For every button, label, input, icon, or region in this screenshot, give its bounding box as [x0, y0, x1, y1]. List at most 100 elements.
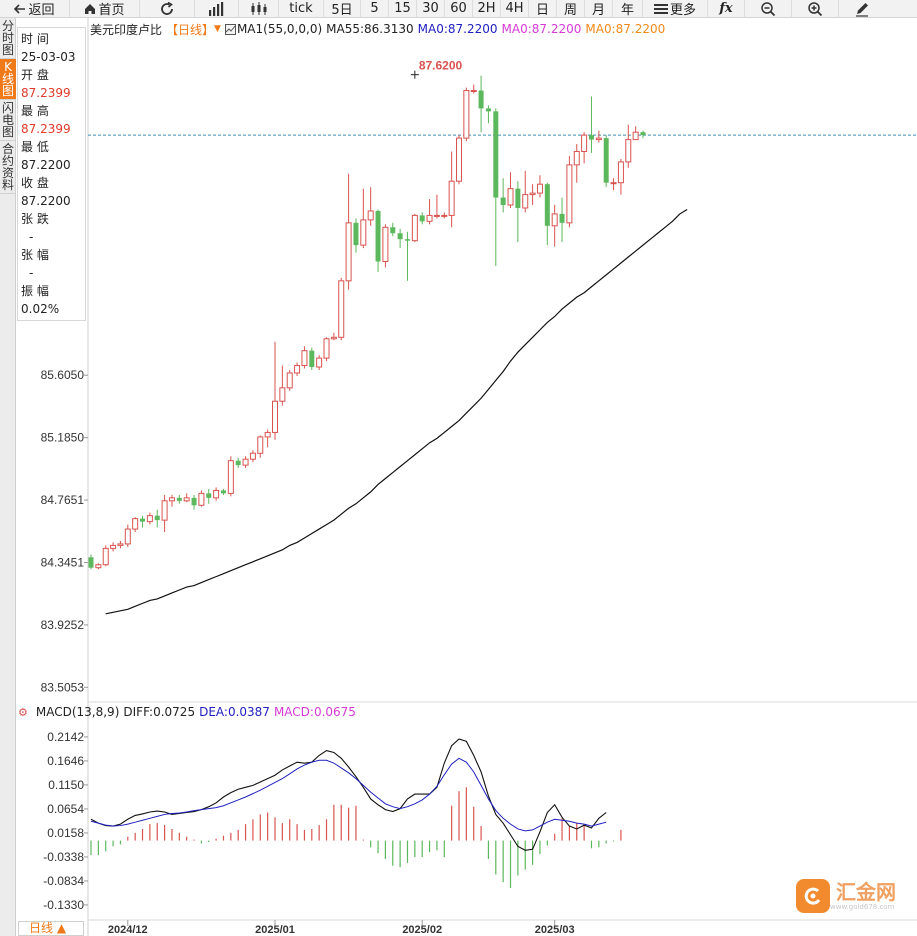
date-tick-label: 2024/12: [108, 924, 148, 936]
macd-legend: ⚙ MACD(13,8,9) DIFF:0.0725 DEA:0.0387 MA…: [18, 703, 360, 721]
macd-name: MACD(13,8,9): [35, 705, 120, 719]
period-5day[interactable]: 5日: [324, 0, 361, 18]
candle-body: [323, 338, 330, 359]
candle-body: [146, 515, 153, 523]
change-value: -: [29, 230, 34, 244]
zoom-out-button[interactable]: [745, 0, 792, 18]
period-week[interactable]: 周: [557, 0, 585, 18]
candle-body: [360, 219, 367, 246]
tab-contract[interactable]: 合约资料: [0, 141, 16, 194]
period-60min[interactable]: 60: [445, 0, 473, 18]
candle-body: [382, 226, 389, 262]
toolbar: 返回 首页 tick 5日 5 15 30 60 2H 4H 日 周 月 年 更…: [0, 0, 917, 18]
candle-body: [390, 227, 396, 234]
candle-body: [301, 350, 308, 367]
function-button[interactable]: fx: [708, 0, 745, 18]
tab-kline-label: K线图: [2, 60, 15, 98]
home-button[interactable]: 首页: [70, 0, 140, 18]
ma0-value-3: MA0:87.2200: [585, 22, 666, 36]
amplitude-value: 0.02%: [21, 302, 60, 316]
candle-body: [419, 215, 425, 222]
candle-body: [345, 222, 352, 282]
chevron-down-icon[interactable]: ▼: [214, 24, 221, 34]
candle-body: [632, 131, 639, 141]
zoom-in-icon: [808, 1, 823, 16]
candle-body: [117, 543, 124, 546]
candle-body: [88, 557, 94, 568]
back-label: 返回: [28, 3, 55, 18]
candle-chart-button[interactable]: [195, 0, 239, 18]
period-tick[interactable]: tick: [279, 0, 324, 18]
change-label: 张 跌: [21, 212, 49, 226]
low-label: 最 低: [21, 140, 49, 154]
home-icon: [85, 3, 96, 14]
candle-body: [551, 213, 558, 227]
pct-label: 张 幅: [21, 248, 49, 262]
ma-legend: 美元印度卢比 【日线】 ▼ MA1(55,0,0,0) MA55:86.3130…: [90, 20, 669, 38]
period-15min[interactable]: 15: [389, 0, 417, 18]
line-icon: [225, 25, 235, 32]
candle-body: [168, 497, 175, 502]
zoom-in-button[interactable]: [792, 0, 839, 18]
draw-button[interactable]: [839, 0, 885, 18]
pencil-icon: [856, 2, 868, 17]
settings-icon[interactable]: [224, 23, 236, 35]
candle-body: [588, 135, 594, 140]
period-day[interactable]: 日: [529, 0, 557, 18]
tab-flash[interactable]: 闪电图: [0, 100, 16, 141]
tab-kline[interactable]: K线图: [0, 59, 16, 100]
candle-body: [522, 194, 529, 209]
logo-icon: [796, 879, 830, 913]
candle-body: [294, 365, 301, 374]
macd-settings-icon[interactable]: ⚙: [18, 705, 28, 719]
candle-body: [264, 431, 271, 438]
candle-body: [257, 436, 264, 454]
candle-body: [375, 210, 381, 262]
candle-body: [154, 515, 160, 521]
back-button[interactable]: 返回: [0, 0, 70, 18]
price-tick-label: 85.6050: [41, 368, 85, 382]
period-month[interactable]: 月: [585, 0, 613, 18]
candle-body: [286, 372, 293, 389]
period-select-button[interactable]: 日线 ▲: [18, 921, 84, 936]
close-value: 87.2200: [21, 194, 71, 208]
refresh-button[interactable]: [140, 0, 195, 18]
candle-body: [206, 493, 212, 498]
macd-tick-label: 0.1646: [47, 754, 84, 768]
macd-macd-value: MACD:0.0675: [273, 705, 356, 719]
candle-body: [515, 188, 521, 208]
candle-body: [338, 280, 345, 338]
candle-body: [330, 336, 337, 340]
indicator-button[interactable]: [239, 0, 279, 18]
candle-body: [227, 460, 234, 494]
candlestick-icon: [251, 1, 266, 15]
candle-body: [500, 197, 506, 205]
candle-body: [566, 164, 573, 224]
date-tick-label: 2025/01: [255, 924, 295, 936]
period-30min[interactable]: 30: [417, 0, 445, 18]
macd-tick-label: 0.0158: [47, 826, 84, 840]
date-tick-label: 2025/02: [402, 924, 442, 936]
watermark-logo: 汇金网 www.gold678.com: [796, 879, 896, 913]
candle-body: [316, 357, 323, 368]
candle-body: [272, 400, 278, 433]
period-2h[interactable]: 2H: [473, 0, 501, 18]
candle-body: [132, 518, 139, 530]
candle-body: [507, 188, 514, 206]
time-label: 时 间: [21, 32, 49, 46]
back-arrow-icon: [14, 3, 26, 14]
candle-body: [610, 182, 617, 185]
candle-body: [353, 222, 359, 246]
more-button[interactable]: 更多: [643, 0, 708, 18]
instrument-name: 美元印度卢比: [90, 22, 163, 37]
tab-timeline[interactable]: 分时图: [0, 18, 16, 59]
candle-body: [433, 214, 440, 217]
tab-timeline-label: 分时图: [2, 19, 15, 57]
logo-swirl-icon: [804, 887, 821, 905]
period-5min[interactable]: 5: [361, 0, 389, 18]
candle-body: [397, 233, 403, 240]
low-value: 87.2200: [21, 158, 71, 172]
period-4h[interactable]: 4H: [501, 0, 529, 18]
period-year[interactable]: 年: [613, 0, 643, 18]
